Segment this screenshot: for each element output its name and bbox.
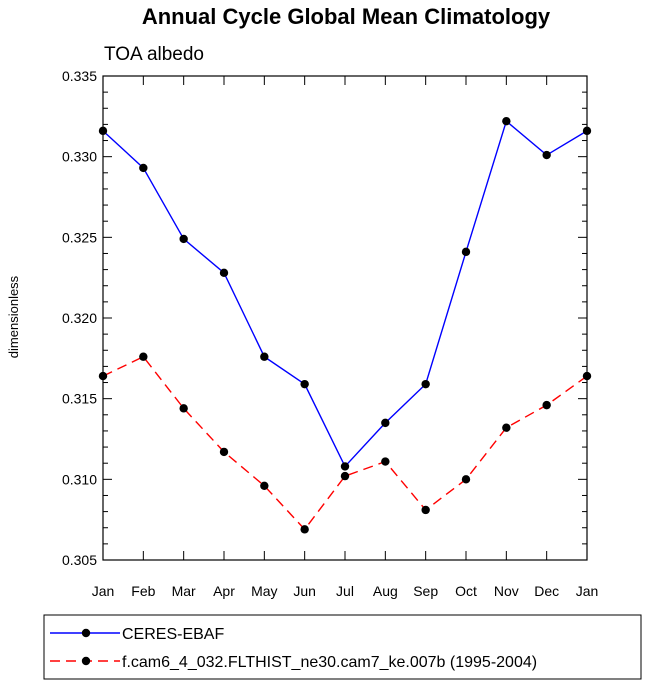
chart-title: Annual Cycle Global Mean Climatology <box>142 4 551 29</box>
legend-label-1: CERES-EBAF <box>122 626 224 643</box>
legend-label-2: f.cam6_4_032.FLTHIST_ne30.cam7_ke.007b (… <box>122 654 537 671</box>
legend: CERES-EBAF f.cam6_4_032.FLTHIST_ne30.cam7… <box>50 626 537 671</box>
data-point-series-2 <box>179 404 188 413</box>
series-line-2 <box>102 355 588 531</box>
x-tick-labels: Jan Feb Mar Apr May Jun Jul Aug Sep Oct Nov Dec Jan <box>92 583 599 599</box>
data-point-series-1 <box>461 247 471 257</box>
data-point-series-2 <box>98 371 108 381</box>
data-point-series-1 <box>421 379 430 389</box>
legend-marker-2 <box>81 656 91 666</box>
x-tick-label: Feb <box>131 583 155 599</box>
axis-ticks <box>102 75 588 561</box>
x-tick-label: Mar <box>172 583 196 599</box>
y-tick-label: 0.335 <box>62 68 97 84</box>
plot-frame <box>102 75 588 561</box>
legend-box <box>43 614 642 680</box>
x-tick-label: Jun <box>293 583 316 599</box>
data-point-series-2 <box>421 505 430 515</box>
data-point-series-2 <box>340 471 350 481</box>
y-tick-label: 0.320 <box>62 310 97 326</box>
data-point-series-1 <box>542 150 551 160</box>
data-point-series-1 <box>260 352 269 361</box>
x-tick-label: Jul <box>336 583 354 599</box>
data-point-series-1 <box>219 268 229 278</box>
data-point-series-1 <box>340 462 350 471</box>
data-point-series-2 <box>542 400 551 410</box>
data-point-series-2 <box>300 525 309 534</box>
data-point-series-2 <box>582 371 592 381</box>
x-tick-label: Jan <box>92 583 115 599</box>
x-tick-label: Sep <box>413 583 438 599</box>
data-point-series-2 <box>260 481 269 490</box>
data-point-series-1 <box>381 418 390 428</box>
data-point-series-1 <box>502 116 511 126</box>
y-tick-label: 0.310 <box>62 471 97 487</box>
series-points <box>98 116 592 534</box>
y-tick-labels: 0.305 0.310 0.315 0.320 0.325 0.330 0.335 <box>62 68 97 568</box>
y-tick-label: 0.305 <box>62 552 97 568</box>
data-point-series-1 <box>139 163 148 173</box>
legend-marker-1 <box>81 628 91 638</box>
data-point-series-2 <box>219 447 229 457</box>
y-tick-label: 0.315 <box>62 391 97 407</box>
x-tick-label: Jan <box>576 583 599 599</box>
series-line-1 <box>102 119 588 468</box>
data-point-series-1 <box>582 126 592 136</box>
data-point-series-2 <box>381 457 390 466</box>
data-point-series-2 <box>139 352 148 361</box>
data-point-series-2 <box>502 423 511 432</box>
x-tick-label: Apr <box>213 583 235 599</box>
y-tick-label: 0.330 <box>62 149 97 165</box>
data-point-series-1 <box>300 379 309 389</box>
data-point-series-1 <box>179 234 188 244</box>
x-tick-label: Oct <box>455 583 477 599</box>
x-tick-label: Dec <box>534 583 559 599</box>
data-point-series-2 <box>461 475 471 484</box>
y-tick-label: 0.325 <box>62 229 97 245</box>
x-tick-label: Nov <box>494 583 519 599</box>
x-tick-label: May <box>251 583 277 599</box>
chart-subtitle: TOA albedo <box>104 44 204 65</box>
data-point-series-1 <box>98 126 108 136</box>
x-tick-label: Aug <box>373 583 398 599</box>
y-axis-label: dimensionless <box>6 275 21 358</box>
